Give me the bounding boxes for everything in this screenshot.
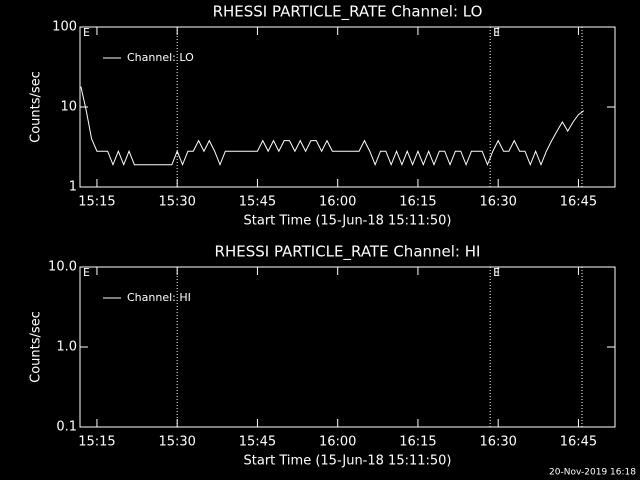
annotation: E xyxy=(83,266,90,279)
x-tick-label: 15:45 xyxy=(239,435,276,450)
x-tick-label: 16:30 xyxy=(479,195,516,210)
y-tick-label: 10.0 xyxy=(48,260,77,275)
x-tick-label: 15:30 xyxy=(158,195,195,210)
timestamp: 20-Nov-2019 16:18 xyxy=(549,468,636,478)
x-tick-label: 16:15 xyxy=(399,195,436,210)
x-tick-label: 16:15 xyxy=(399,435,436,450)
x-tick-label: 16:00 xyxy=(319,195,356,210)
y-axis-title: Counts/sec xyxy=(29,71,44,143)
chart-title: RHESSI PARTICLE_RATE Channel: HI xyxy=(215,243,481,262)
x-tick-label: 15:30 xyxy=(158,435,195,450)
data-line xyxy=(80,86,585,167)
x-axis-title: Start Time (15-Jun-18 15:11:50) xyxy=(244,454,452,469)
y-tick-label: 0.1 xyxy=(56,420,77,435)
chart-title: RHESSI PARTICLE_RATE Channel: LO xyxy=(213,3,483,22)
x-tick-label: 15:45 xyxy=(239,195,276,210)
legend-label: Channel: HI xyxy=(127,291,191,304)
y-tick-label: 10 xyxy=(60,100,77,115)
legend-label: Channel: LO xyxy=(127,51,194,64)
x-tick-label: 15:15 xyxy=(78,195,115,210)
x-tick-label: 16:30 xyxy=(479,435,516,450)
x-tick-label: 16:45 xyxy=(560,195,597,210)
annotation: E xyxy=(83,26,90,39)
y-tick-label: 100 xyxy=(52,20,77,35)
x-axis-title: Start Time (15-Jun-18 15:11:50) xyxy=(244,214,452,229)
y-tick-label: 1.0 xyxy=(56,340,77,355)
x-tick-label: 16:45 xyxy=(560,435,597,450)
x-tick-label: 16:00 xyxy=(319,435,356,450)
annotation: E xyxy=(493,266,500,279)
x-tick-label: 15:15 xyxy=(78,435,115,450)
y-tick-label: 1 xyxy=(69,180,77,195)
annotation: E xyxy=(493,26,500,39)
y-axis-title: Counts/sec xyxy=(29,311,44,383)
